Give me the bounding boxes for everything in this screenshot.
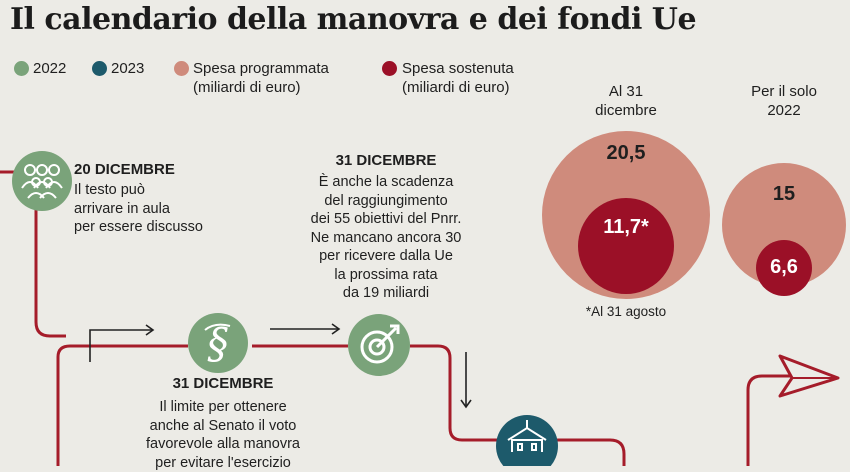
bubble-1-header: Al 31 dicembre — [566, 83, 686, 120]
target-icon — [348, 314, 410, 376]
event-2-line: È anche la scadenza — [286, 173, 486, 192]
event-3-line: favorevole alla manovra — [118, 435, 328, 454]
event-1-text: Il testo può arrivare in aula per essere… — [74, 181, 203, 237]
bubble-2-header: Per il solo 2022 — [724, 83, 844, 120]
arrow-right-icon-2 — [270, 324, 339, 334]
event-1-line: Il testo può — [74, 181, 203, 200]
bubble-1-sostenuta-value: 11,7* — [586, 216, 666, 239]
event-2-line: da 19 miliardi — [286, 284, 486, 303]
scroll-icon: § — [188, 313, 248, 373]
bubble-2-sostenuta-value: 6,6 — [744, 256, 824, 279]
timeline-path-end — [556, 440, 624, 466]
event-3-text: Il limite per ottenere anche al Senato i… — [118, 398, 328, 472]
event-2-line: per ricevere dalla Ue — [286, 247, 486, 266]
bubble-sostenuta-1 — [578, 198, 674, 294]
event-2-line: la prossima rata — [286, 266, 486, 285]
bubble-2-header-line: 2022 — [724, 102, 844, 121]
bubble-1-programmata-value: 20,5 — [586, 142, 666, 165]
event-2-text: È anche la scadenza del raggiungimento d… — [286, 173, 486, 303]
arrow-right-icon — [90, 325, 153, 362]
arrow-down-icon — [461, 352, 471, 407]
bubble-1-note: *Al 31 agosto — [556, 303, 696, 322]
bubble-2-programmata-value: 15 — [744, 183, 824, 206]
event-1-date: 20 DICEMBRE — [74, 161, 175, 180]
timeline-path-right — [410, 346, 498, 440]
event-3-line: anche al Senato il voto — [118, 417, 328, 436]
event-2-line: dei 55 obiettivi del Pnrr. — [286, 210, 486, 229]
event-2-line: Ne mancano ancora 30 — [286, 229, 486, 248]
people-icon — [12, 151, 72, 211]
bubble-1-header-line: Al 31 — [566, 83, 686, 102]
event-1-line: per essere discusso — [74, 218, 203, 237]
building-icon — [496, 415, 558, 466]
event-3-line: per evitare l'esercizio — [118, 454, 328, 472]
event-1-line: arrivare in aula — [74, 200, 203, 219]
event-2-line: del raggiungimento — [286, 192, 486, 211]
event-3-date: 31 DICEMBRE — [138, 375, 308, 394]
bubble-2-header-line: Per il solo — [724, 83, 844, 102]
event-2-date: 31 DICEMBRE — [306, 152, 466, 171]
bubble-1-header-line: dicembre — [566, 102, 686, 121]
event-3-line: Il limite per ottenere — [118, 398, 328, 417]
